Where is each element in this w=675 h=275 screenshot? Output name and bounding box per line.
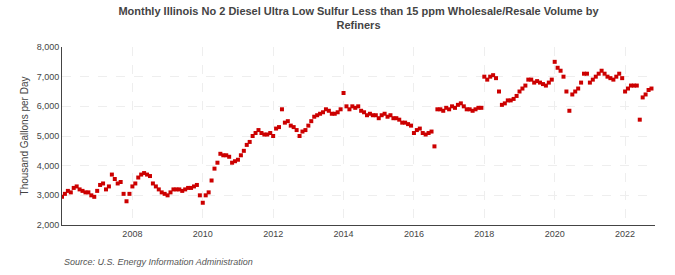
svg-text:3,000: 3,000 bbox=[37, 190, 60, 200]
svg-text:2012: 2012 bbox=[263, 229, 283, 239]
svg-text:Monthly Illinois No 2 Diesel U: Monthly Illinois No 2 Diesel Ultra Low S… bbox=[118, 5, 599, 31]
svg-text:2016: 2016 bbox=[404, 229, 424, 239]
svg-text:2020: 2020 bbox=[545, 229, 565, 239]
svg-text:7,000: 7,000 bbox=[37, 72, 60, 82]
svg-text:2022: 2022 bbox=[615, 229, 635, 239]
svg-text:8,000: 8,000 bbox=[37, 42, 60, 52]
svg-text:Thousand Gallons per Day: Thousand Gallons per Day bbox=[19, 77, 30, 196]
svg-text:2014: 2014 bbox=[334, 229, 354, 239]
svg-text:2,000: 2,000 bbox=[37, 220, 60, 230]
svg-text:6,000: 6,000 bbox=[37, 101, 60, 111]
svg-text:2008: 2008 bbox=[122, 229, 142, 239]
svg-text:5,000: 5,000 bbox=[37, 131, 60, 141]
svg-text:2018: 2018 bbox=[474, 229, 494, 239]
svg-text:4,000: 4,000 bbox=[37, 161, 60, 171]
svg-text:Source: U.S. Energy Informatio: Source: U.S. Energy Information Administ… bbox=[64, 257, 253, 267]
svg-text:2010: 2010 bbox=[193, 229, 213, 239]
